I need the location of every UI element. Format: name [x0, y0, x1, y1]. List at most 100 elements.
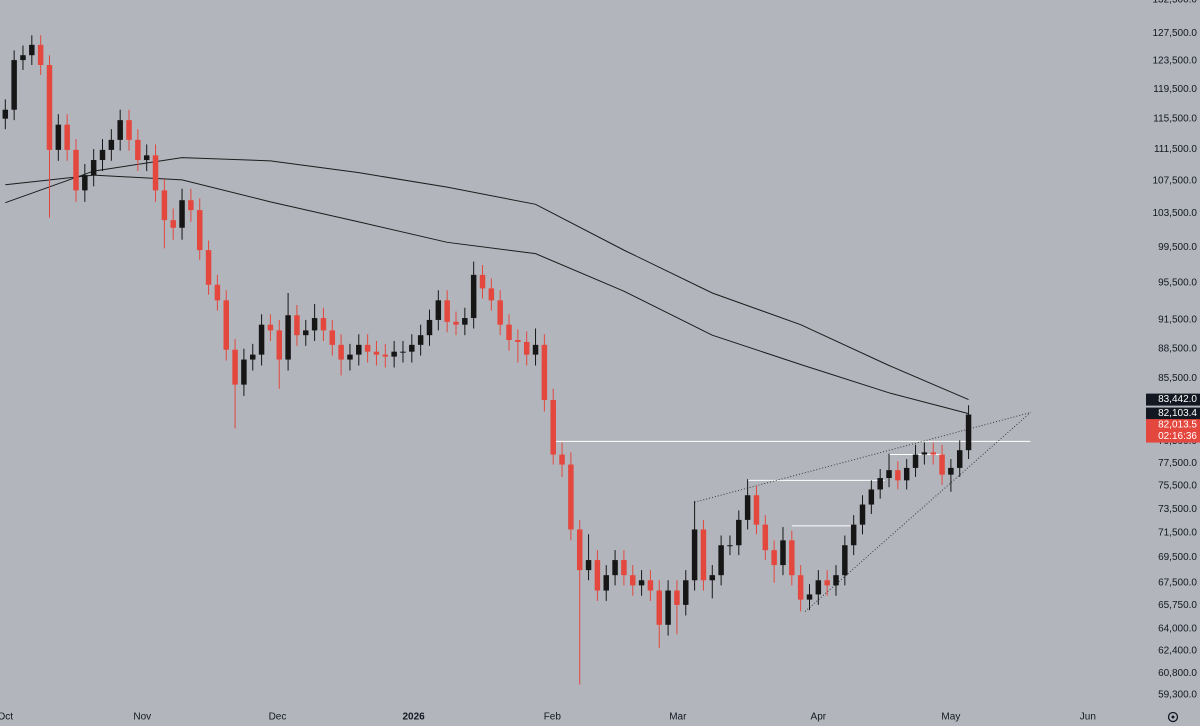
candle-body: [320, 318, 327, 331]
candle-body: [338, 344, 344, 360]
candle-body: [179, 200, 185, 228]
candle-body: [965, 414, 972, 451]
candle-body: [64, 124, 70, 150]
x-tick-label: Nov: [133, 712, 151, 723]
candle-body: [559, 454, 565, 465]
candle-body: [267, 324, 274, 331]
candle-body: [506, 324, 512, 341]
price-label-box: [1146, 419, 1200, 432]
candle-body: [709, 575, 716, 581]
countdown: 02:16:36: [1158, 431, 1197, 442]
plot-area: [2, 35, 1031, 685]
candle-body: [126, 120, 132, 140]
candle-body: [152, 155, 159, 191]
candle-body: [903, 467, 910, 481]
candle-body: [532, 344, 539, 355]
candle-body: [205, 250, 212, 285]
candle-body: [930, 452, 936, 455]
y-tick-label: 103,500.0: [1153, 208, 1198, 219]
candle-body: [214, 284, 221, 301]
candle-body: [868, 489, 875, 505]
candle-body: [391, 351, 397, 357]
candle-body: [497, 300, 503, 325]
trend-line: [804, 412, 1031, 612]
candle-body: [479, 274, 486, 289]
candle-body: [550, 400, 556, 455]
candle-body: [630, 575, 636, 586]
candle-body: [691, 529, 698, 581]
candle-body: [674, 590, 680, 605]
y-tick-label: 115,500.0: [1153, 113, 1197, 124]
settings-icon[interactable]: [1167, 711, 1179, 723]
candle-body: [285, 315, 291, 360]
gear-ring: [1167, 711, 1179, 723]
candle-body: [453, 321, 459, 325]
y-tick-label: 91,500.0: [1158, 315, 1197, 326]
candle-body: [523, 341, 530, 355]
y-tick-label: 69,500.0: [1158, 552, 1197, 563]
candle-body: [718, 545, 724, 576]
candle-body: [568, 464, 574, 530]
candle-body: [311, 318, 318, 331]
y-tick-label: 64,000.0: [1158, 623, 1197, 634]
y-tick-label: 127,500.0: [1153, 28, 1198, 39]
y-tick-label: 60,800.0: [1158, 668, 1197, 679]
candle-body: [46, 64, 53, 150]
candle-body: [815, 580, 822, 595]
countdown-box: [1146, 430, 1200, 443]
candle-body: [488, 288, 495, 301]
candle-body: [462, 318, 468, 325]
candle-body: [135, 139, 141, 161]
candle-body: [789, 540, 795, 576]
candle-body: [780, 540, 786, 566]
candle-body: [382, 354, 389, 357]
y-tick-label: 67,500.0: [1158, 577, 1197, 588]
candle-body: [73, 149, 79, 191]
candle-body: [850, 524, 857, 546]
candle-body: [232, 349, 238, 385]
candle-body: [912, 454, 919, 468]
gear-center: [1171, 715, 1175, 719]
candle-body: [859, 504, 866, 525]
y-tick-label: 65,750.0: [1158, 600, 1197, 611]
candle-body: [117, 120, 123, 140]
candle-body: [143, 155, 150, 161]
trend-line: [694, 412, 1031, 503]
candle-body: [356, 344, 362, 355]
x-tick-label: Dec: [269, 712, 287, 723]
y-tick-label: 62,400.0: [1158, 645, 1197, 656]
candle-body: [753, 495, 760, 525]
candle-body: [603, 575, 609, 591]
candle-body: [258, 324, 265, 355]
candle-body: [541, 344, 548, 401]
moving-average: [5, 174, 969, 415]
candle-body: [612, 560, 618, 576]
candle-body: [170, 220, 176, 228]
candle-body: [223, 300, 229, 350]
y-tick-label: 132,500.0: [1153, 0, 1198, 6]
y-tick-label: 77,500.0: [1158, 458, 1197, 469]
candle-body: [736, 519, 742, 546]
y-tick-label: 88,500.0: [1158, 343, 1197, 354]
candle-body: [294, 315, 300, 336]
candle-body: [435, 300, 442, 320]
candle-body: [886, 470, 892, 479]
y-tick-label: 71,500.0: [1158, 528, 1197, 539]
candle-body: [744, 495, 751, 520]
x-tick-label: May: [941, 712, 960, 723]
candle-body: [11, 60, 17, 110]
candle-body: [99, 149, 106, 161]
candle-body: [373, 351, 380, 355]
candle-body: [665, 590, 671, 625]
candle-body: [400, 351, 406, 353]
price-label: 82,103.4: [1158, 408, 1197, 419]
moving-average: [5, 157, 969, 401]
y-tick-label: 111,500.0: [1154, 144, 1197, 155]
candle-body: [621, 560, 627, 576]
candle-body: [250, 354, 256, 360]
candle-body: [700, 529, 707, 581]
x-tick-label: Oct: [0, 712, 13, 723]
candle-body: [948, 467, 954, 475]
